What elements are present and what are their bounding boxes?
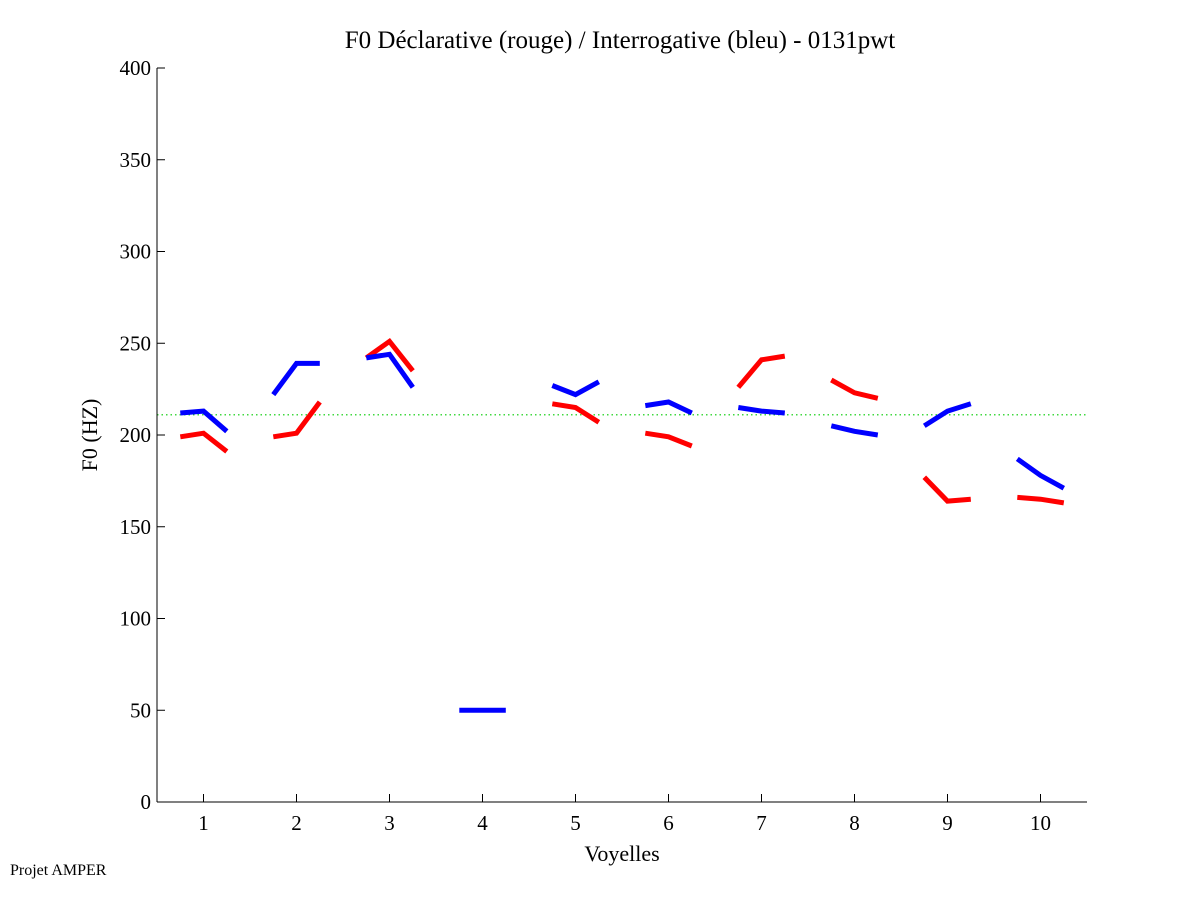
series-0-segment-9 bbox=[1017, 494, 1065, 506]
y-axis-label: F0 (HZ) bbox=[77, 399, 102, 472]
x-axis-label: Voyelles bbox=[584, 841, 659, 866]
y-tick-label: 400 bbox=[120, 56, 152, 80]
series-0-segment-2 bbox=[272, 400, 322, 440]
x-tick-label: 7 bbox=[756, 811, 767, 835]
series-1-segment-5 bbox=[551, 379, 601, 398]
series-layer bbox=[179, 337, 1066, 713]
y-tick-label: 0 bbox=[141, 790, 152, 814]
x-tick-label: 6 bbox=[663, 811, 674, 835]
series-1-segment-7 bbox=[737, 405, 786, 416]
series-1-segment-2 bbox=[271, 360, 320, 397]
y-tick-label: 350 bbox=[120, 148, 152, 172]
x-tick-label: 10 bbox=[1030, 811, 1051, 835]
y-tick-label: 50 bbox=[130, 698, 151, 722]
series-0-segment-4 bbox=[551, 401, 601, 425]
series-1-segment-1 bbox=[180, 408, 229, 434]
series-1-segment-3 bbox=[365, 351, 415, 389]
series-0-segment-5 bbox=[644, 430, 693, 449]
x-tick-label: 2 bbox=[291, 811, 302, 835]
series-1-segment-10 bbox=[1015, 456, 1066, 491]
series-0-segment-7 bbox=[830, 377, 879, 401]
series-1-segment-8 bbox=[830, 423, 879, 438]
chart-title: F0 Déclarative (rouge) / Interrogative (… bbox=[345, 27, 896, 54]
series-1-segment-9 bbox=[922, 401, 972, 428]
x-tick-label: 9 bbox=[942, 811, 953, 835]
series-0-segment-1 bbox=[179, 430, 229, 454]
x-tick-label: 3 bbox=[384, 811, 395, 835]
y-tick-label: 250 bbox=[120, 331, 152, 355]
x-tick-label: 1 bbox=[198, 811, 209, 835]
series-0-segment-8 bbox=[922, 475, 972, 504]
x-tick-label: 4 bbox=[477, 811, 488, 835]
x-tick-label: 8 bbox=[849, 811, 860, 835]
y-tick-label: 100 bbox=[120, 607, 152, 631]
series-1-segment-6 bbox=[644, 399, 693, 416]
y-tick-label: 150 bbox=[120, 515, 152, 539]
ticks-layer: 0 50 100 150 200 250 300 350 400 1 2 3 4 5 6 7 8 9 10 bbox=[120, 56, 1052, 835]
series-0-segment-3 bbox=[364, 337, 415, 373]
footer-credit: Projet AMPER bbox=[10, 862, 107, 879]
y-tick-label: 200 bbox=[120, 423, 152, 447]
y-tick-label: 300 bbox=[120, 240, 152, 264]
series-0-segment-6 bbox=[736, 353, 786, 389]
x-tick-label: 5 bbox=[570, 811, 581, 835]
